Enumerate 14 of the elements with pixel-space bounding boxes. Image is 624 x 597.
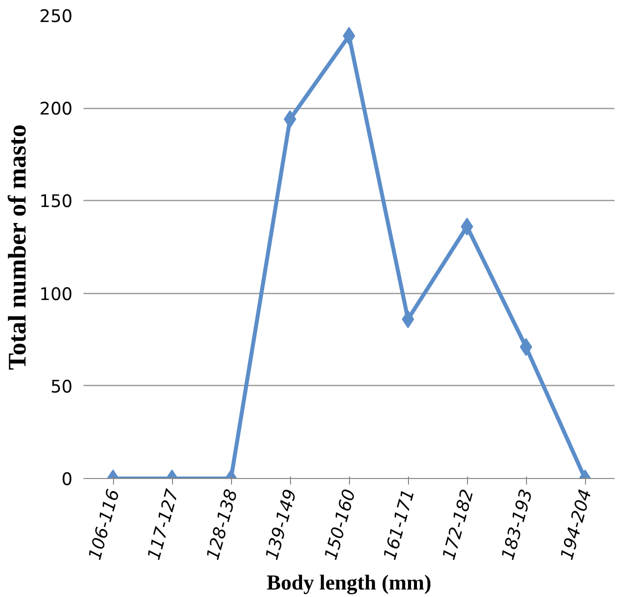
y-tick-label: 100 (39, 284, 73, 305)
x-tick-label: 128-138 (203, 487, 242, 562)
y-axis-title: Total number of masto (3, 124, 32, 370)
x-tick-label: 117-127 (144, 487, 184, 562)
x-tick-label: 150-160 (321, 487, 360, 562)
y-tick-label: 150 (39, 192, 73, 212)
x-tick-label: 183-193 (498, 487, 538, 562)
y-tick-label: 200 (39, 100, 73, 120)
y-tick-label: 50 (50, 377, 73, 398)
x-axis-title: Body length (mm) (266, 570, 432, 595)
y-tick-label: 0 (61, 470, 73, 490)
y-tick-label: 250 (39, 7, 73, 27)
x-tick-label: 106-116 (85, 487, 124, 562)
x-tick-label: 139-149 (262, 487, 302, 562)
